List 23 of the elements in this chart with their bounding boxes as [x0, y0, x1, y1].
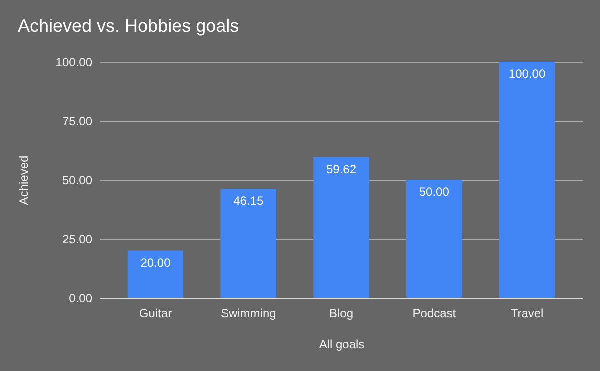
data-label: 59.62 — [326, 162, 357, 176]
y-tick-label: 100.00 — [56, 56, 93, 70]
bar — [220, 189, 276, 298]
x-tick-label: Blog — [329, 306, 354, 320]
y-axis-title: Achieved — [16, 156, 31, 206]
y-tick-label: 0.00 — [69, 292, 93, 306]
x-axis-title: All goals — [319, 338, 365, 352]
data-label: 50.00 — [419, 185, 450, 199]
bar — [128, 250, 184, 298]
data-label: 100.00 — [508, 67, 546, 81]
bar — [499, 62, 556, 298]
x-tick-label: Podcast — [412, 306, 457, 320]
x-tick-label: Swimming — [220, 306, 276, 320]
data-label: 20.00 — [140, 256, 172, 270]
chart-title: Achieved vs. Hobbies goals — [18, 16, 240, 36]
y-tick-label: 25.00 — [62, 232, 93, 246]
x-tick-label: Travel — [510, 306, 544, 320]
bar — [406, 180, 462, 298]
data-label: 46.15 — [234, 194, 264, 208]
bar — [314, 157, 370, 298]
y-tick-label: 75.00 — [62, 114, 93, 128]
y-tick-label: 50.00 — [62, 174, 93, 188]
x-tick-label: Guitar — [139, 306, 172, 320]
